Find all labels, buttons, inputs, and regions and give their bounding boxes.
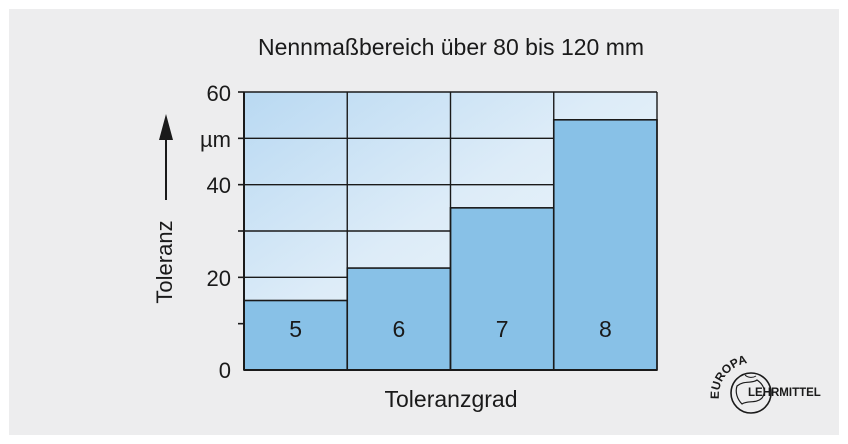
bar-8 (552, 119, 658, 371)
y-axis-ticks (238, 91, 244, 325)
category-label-8: 8 (599, 316, 612, 342)
category-label-7: 7 (496, 316, 509, 342)
y-tick-label-0: 0 (219, 358, 231, 383)
chart-title: Nennmaßbereich über 80 bis 120 mm (258, 34, 644, 60)
logo-side-text: LEHRMITTEL (748, 387, 821, 399)
y-axis-label: Toleranz (152, 220, 177, 303)
category-label-6: 6 (392, 316, 405, 342)
bar-7 (449, 207, 555, 371)
y-axis-arrow-head (159, 114, 173, 140)
bar-5 (243, 299, 349, 371)
category-label-5: 5 (289, 316, 302, 342)
bar-6 (346, 267, 452, 371)
bars (243, 119, 658, 371)
europa-lehrmittel-logo: EUROPA LEHRMITTEL (708, 352, 821, 414)
y-unit-label: µm (200, 127, 231, 152)
category-labels: 5 6 7 8 (289, 316, 612, 342)
y-tick-label-40: 40 (207, 173, 231, 198)
y-tick-label-60: 60 (207, 81, 231, 106)
x-axis-label: Toleranzgrad (385, 386, 518, 412)
column-dividers (346, 92, 658, 370)
y-tick-label-20: 20 (207, 266, 231, 291)
